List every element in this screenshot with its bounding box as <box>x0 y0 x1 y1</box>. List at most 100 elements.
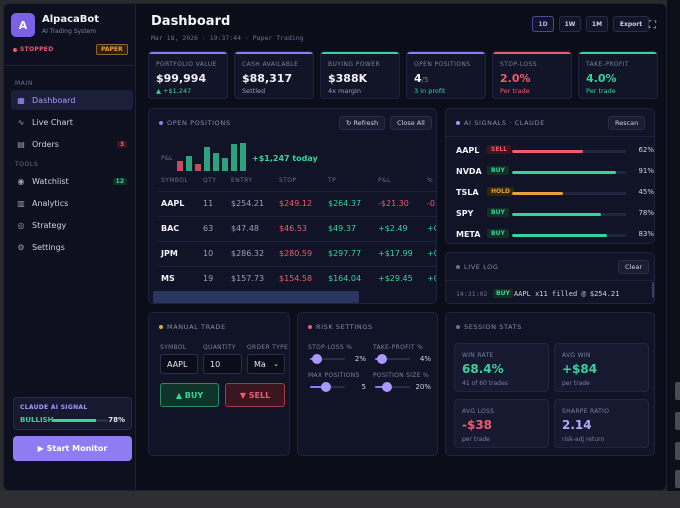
sidebar-item-strategy[interactable]: ◎ Strategy <box>11 215 133 235</box>
section-label-main: MAIN <box>15 80 33 87</box>
bot-status: STOPPED <box>13 46 54 53</box>
sidebar-item-dashboard[interactable]: ▦ Dashboard <box>11 90 133 110</box>
sidebar-item-label: Strategy <box>32 220 67 230</box>
horizontal-scrollbar[interactable] <box>153 291 359 303</box>
signal-symbol: AAPL <box>456 146 480 155</box>
log-scrollbar[interactable] <box>652 282 654 298</box>
panel-title-text: AI SIGNALS · CLAUDE <box>464 119 545 127</box>
side-tab[interactable] <box>675 442 680 460</box>
order-type-select[interactable]: Ma ⌄ <box>247 354 285 374</box>
session-card-sharpe: SHARPE RATIO 2.14 risk-adj return <box>554 399 649 448</box>
session-card-value: 2.14 <box>562 418 592 432</box>
signal-confidence: 91% <box>638 167 654 175</box>
signal-row[interactable]: META BUY 83% <box>456 225 654 243</box>
dot-icon <box>159 121 163 125</box>
quantity-input[interactable]: 10 <box>203 354 242 374</box>
cell-pnl: +$2.49 <box>378 224 408 233</box>
cell-stop: $154.58 <box>279 274 313 283</box>
slider-handle[interactable] <box>320 382 331 392</box>
signal-confidence-fill <box>512 213 601 216</box>
cell-entry: $286.32 <box>231 249 265 258</box>
eye-icon: ◉ <box>17 176 25 186</box>
close-all-button[interactable]: Close All <box>390 116 432 130</box>
orders-count-badge: 3 <box>116 140 127 148</box>
panel-title-text: SESSION STATS <box>464 323 522 331</box>
signal-confidence-fill <box>512 192 564 195</box>
slider-track <box>375 358 410 360</box>
pnl-bar <box>213 153 219 171</box>
sidebar-item-settings[interactable]: ⚙ Settings <box>11 237 133 257</box>
pnl-bar <box>195 164 201 171</box>
stat-card-cash: CASH AVAILABLE $88,317 Settled <box>234 51 314 99</box>
stat-sub: 4x margin <box>328 87 361 95</box>
stat-value-main: 4 <box>414 72 422 85</box>
pnl-bar <box>231 144 237 171</box>
signal-row[interactable]: AAPL SELL 62% <box>456 141 654 161</box>
cell-qty: 63 <box>203 224 214 233</box>
cell-tp: $264.37 <box>328 199 362 208</box>
position-size-label: POSITION SIZE % <box>373 372 430 379</box>
timeframe-1m-button[interactable]: 1M <box>586 16 608 32</box>
signal-symbol: META <box>456 230 481 239</box>
sidebar-item-orders[interactable]: ▤ Orders 3 <box>11 134 133 154</box>
signal-symbol: TSLA <box>456 188 479 197</box>
session-card-value: +$84 <box>562 362 598 376</box>
session-card-label: WIN RATE <box>462 352 494 359</box>
col-tp: TP <box>328 177 337 184</box>
stat-card-open-positions: OPEN POSITIONS 4/5 3 in profit <box>406 51 486 99</box>
max-positions-slider[interactable] <box>310 382 345 392</box>
session-card-win-rate: WIN RATE 68.4% 41 of 60 trades <box>454 343 549 392</box>
panel-title-text: OPEN POSITIONS <box>167 119 231 127</box>
signal-row[interactable]: NVDA BUY 91% <box>456 162 654 182</box>
start-monitor-button[interactable]: ▶ Start Monitor <box>13 436 132 461</box>
refresh-button[interactable]: ↻ Refresh <box>339 116 386 130</box>
clear-log-button[interactable]: Clear <box>618 260 649 274</box>
app-name: AlpacaBot <box>42 14 100 25</box>
cell-tp: $297.77 <box>328 249 362 258</box>
ai-signal-bar <box>52 419 108 422</box>
side-tab[interactable] <box>675 382 680 400</box>
signal-row[interactable]: TSLA HOLD 45% <box>456 183 654 203</box>
symbol-input[interactable]: AAPL <box>160 354 198 374</box>
stat-card-portfolio: PORTFOLIO VALUE $99,994 ▲ +$1,247 <box>148 51 228 99</box>
sidebar-item-watchlist[interactable]: ◉ Watchlist 12 <box>11 171 133 191</box>
rescan-button[interactable]: Rescan <box>608 116 646 130</box>
timeframe-1w-button[interactable]: 1W <box>559 16 581 32</box>
slider-handle[interactable] <box>312 354 322 364</box>
slider-track <box>310 358 345 360</box>
cell-stop: $46.53 <box>279 224 307 233</box>
side-tab[interactable] <box>675 470 680 488</box>
sidebar-item-live-chart[interactable]: ∿ Live Chart <box>11 112 133 132</box>
slider-handle[interactable] <box>377 354 387 364</box>
status-text: STOPPED <box>20 46 54 53</box>
expand-icon[interactable]: ⛶ <box>649 19 656 31</box>
manual-trade-panel: MANUAL TRADE SYMBOL QUANTITY ORDER TYPE … <box>148 312 290 456</box>
sidebar-item-label: Live Chart <box>32 117 73 127</box>
signal-row[interactable]: SPY BUY 78% <box>456 204 654 224</box>
live-log-panel: LIVE LOG Clear 14:31:02 BUY AAPL x11 fil… <box>445 252 655 304</box>
signal-action-badge: BUY <box>487 208 509 217</box>
session-card-avg-win: AVG WIN +$84 per trade <box>554 343 649 392</box>
stat-label: STOP-LOSS <box>500 61 537 68</box>
take-profit-slider[interactable] <box>375 354 410 364</box>
sell-button[interactable]: ▼ SELL <box>225 383 285 407</box>
stat-accent <box>149 52 227 54</box>
export-button[interactable]: Export <box>613 16 649 32</box>
slider-handle[interactable] <box>382 382 393 392</box>
page-subtitle: Mar 18, 2026 · 19:37:44 · Paper Trading <box>151 34 304 42</box>
buy-button[interactable]: ▲ BUY <box>160 383 219 407</box>
stat-value-max: /5 <box>421 76 429 84</box>
position-size-slider[interactable] <box>375 382 410 392</box>
timeframe-1d-button[interactable]: 1D <box>532 16 554 32</box>
max-positions-value: 5 <box>361 383 366 391</box>
chevron-down-icon: ⌄ <box>273 360 279 368</box>
signal-confidence-fill <box>512 234 607 237</box>
side-tab[interactable] <box>675 412 680 430</box>
sidebar-item-analytics[interactable]: ▥ Analytics <box>11 193 133 213</box>
cell-symbol: MS <box>161 274 175 283</box>
signal-confidence-bar <box>512 150 626 153</box>
stop-loss-slider[interactable] <box>310 354 345 364</box>
sidebar-item-label: Orders <box>32 139 59 149</box>
session-card-label: AVG LOSS <box>462 408 495 415</box>
sidebar-divider <box>4 65 135 66</box>
